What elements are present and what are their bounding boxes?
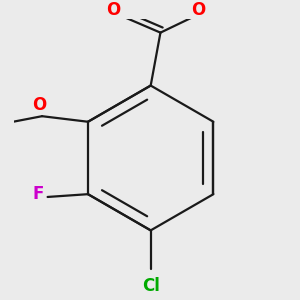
Text: O: O [191, 2, 205, 20]
Text: F: F [32, 185, 44, 203]
Text: O: O [32, 96, 46, 114]
Text: O: O [106, 2, 120, 20]
Text: Cl: Cl [142, 277, 160, 295]
